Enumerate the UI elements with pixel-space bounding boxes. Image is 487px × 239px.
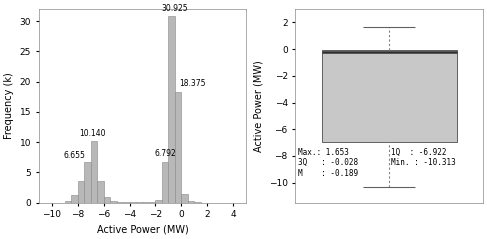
Bar bbox=[321, 49, 457, 141]
Bar bbox=[116, 202, 123, 203]
Bar bbox=[104, 197, 110, 203]
Text: 6.655: 6.655 bbox=[63, 151, 85, 160]
X-axis label: Active Power (MW): Active Power (MW) bbox=[96, 225, 188, 235]
Bar bbox=[143, 202, 149, 203]
Bar bbox=[188, 201, 194, 203]
Bar bbox=[149, 202, 155, 203]
Text: 18.375: 18.375 bbox=[179, 79, 206, 88]
Bar bbox=[175, 92, 181, 203]
Bar bbox=[123, 202, 130, 203]
Bar bbox=[97, 181, 104, 203]
Text: 1Q  : -6.922
Min. : -10.313: 1Q : -6.922 Min. : -10.313 bbox=[391, 148, 456, 167]
Bar bbox=[194, 202, 201, 203]
Bar bbox=[71, 196, 78, 203]
Bar bbox=[65, 201, 71, 203]
Bar bbox=[162, 162, 169, 203]
Bar bbox=[91, 141, 97, 203]
Bar bbox=[78, 181, 84, 203]
Bar bbox=[110, 201, 116, 203]
Bar bbox=[169, 16, 175, 203]
Text: 30.925: 30.925 bbox=[162, 4, 188, 13]
Y-axis label: Frequency (k): Frequency (k) bbox=[4, 72, 14, 139]
Bar bbox=[181, 194, 188, 203]
Y-axis label: Active Power (MW): Active Power (MW) bbox=[253, 60, 263, 152]
Bar bbox=[130, 202, 136, 203]
Bar bbox=[136, 202, 143, 203]
Text: 10.140: 10.140 bbox=[79, 129, 105, 138]
Text: Max.: 1.653
3Q   : -0.028
M    : -0.189: Max.: 1.653 3Q : -0.028 M : -0.189 bbox=[298, 148, 358, 178]
Bar bbox=[84, 162, 91, 203]
Bar bbox=[155, 200, 162, 203]
Text: 6.792: 6.792 bbox=[154, 150, 176, 158]
